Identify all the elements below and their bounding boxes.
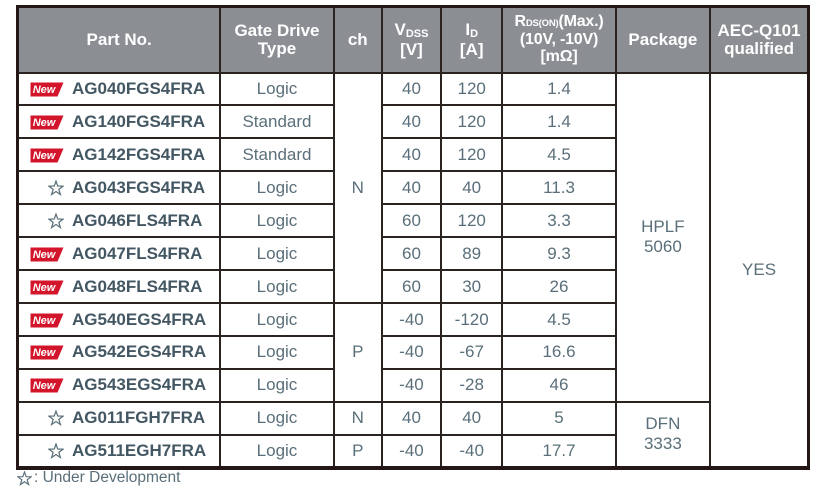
svg-text:New: New [33,150,57,162]
svg-text:New: New [33,249,57,261]
svg-text:New: New [33,347,57,359]
svg-text:New: New [33,84,57,96]
svg-text:New: New [33,117,57,129]
svg-text:New: New [33,282,57,294]
svg-text:New: New [33,380,57,392]
svg-text:New: New [33,315,57,327]
